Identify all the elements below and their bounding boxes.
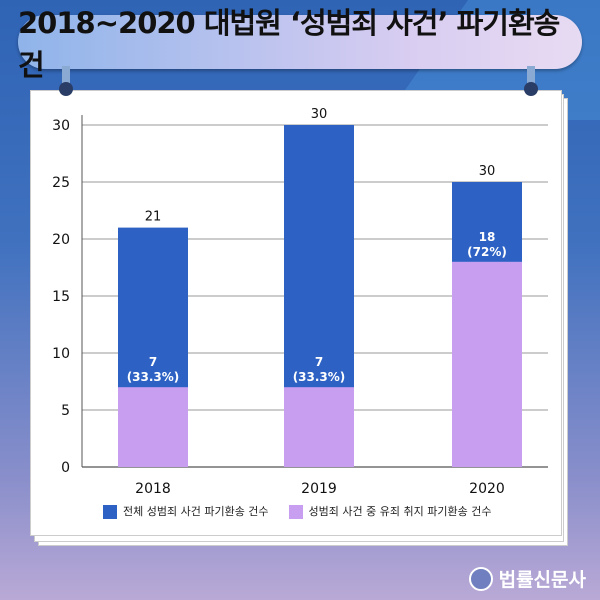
data-label-sub-value: 7 <box>149 355 157 369</box>
x-tick-label: 2019 <box>301 481 337 497</box>
y-tick-label: 25 <box>52 175 70 191</box>
y-tick-label: 10 <box>52 346 70 362</box>
y-tick-label: 20 <box>52 232 70 248</box>
y-tick-label: 0 <box>61 460 70 476</box>
legend-label-sub: 성범죄 사건 중 유죄 취지 파기환송 건수 <box>308 505 492 518</box>
y-tick-label: 30 <box>52 118 70 134</box>
data-label-sub-value: 7 <box>315 355 323 369</box>
bar-sub <box>118 387 188 467</box>
legend-swatch-sub <box>288 505 303 519</box>
logo-text: 법률신문사 <box>498 569 586 591</box>
data-label-total: 30 <box>479 164 496 179</box>
data-label-sub-value: 18 <box>479 230 496 244</box>
y-tick-label: 5 <box>61 403 70 419</box>
x-tick-label: 2018 <box>135 481 171 497</box>
y-tick-label: 15 <box>52 289 70 305</box>
legend-item-total: 전체 성범죄 사건 파기환송 건수 <box>103 503 269 519</box>
data-label-sub-percent: (33.3%) <box>293 370 346 384</box>
bar-sub <box>452 261 522 467</box>
data-label-sub-percent: (72%) <box>467 245 507 259</box>
legend: 전체 성범죄 사건 파기환송 건수 성범죄 사건 중 유죄 취지 파기환송 건수 <box>103 503 491 519</box>
legend-label-total: 전체 성범죄 사건 파기환송 건수 <box>123 505 269 518</box>
x-tick-label: 2020 <box>469 481 505 497</box>
legend-item-sub: 성범죄 사건 중 유죄 취지 파기환송 건수 <box>288 503 492 519</box>
ring-right <box>524 66 538 96</box>
logo: 법률신문사 <box>468 565 586 592</box>
bar-sub <box>284 387 354 467</box>
data-label-sub-percent: (33.3%) <box>127 370 180 384</box>
legend-swatch-total <box>103 505 117 519</box>
seal-icon <box>468 566 493 591</box>
ring-left <box>59 66 73 96</box>
data-label-total: 30 <box>311 107 328 122</box>
data-label-total: 21 <box>145 210 162 225</box>
